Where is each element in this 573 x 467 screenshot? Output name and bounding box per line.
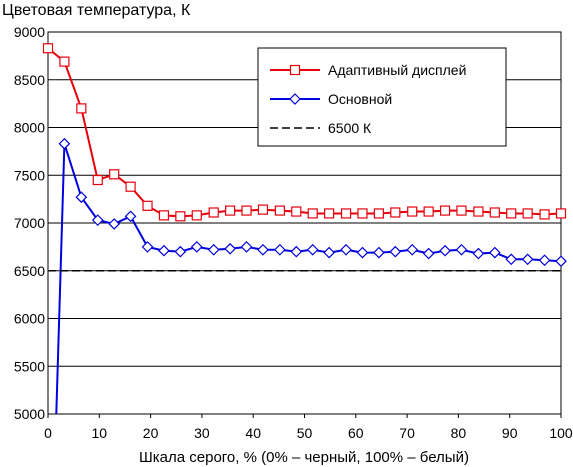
- data-point: [521, 253, 534, 266]
- data-point: [407, 206, 418, 217]
- data-point: [390, 207, 401, 218]
- data-point: [241, 205, 252, 216]
- data-point: [191, 210, 202, 221]
- data-point: [373, 208, 384, 219]
- data-point: [505, 253, 518, 266]
- axes: 5000 5500 6000 6500 7000 7500 8000 8500 9000 0 10 2…: [14, 24, 573, 441]
- data-point: [357, 208, 368, 219]
- data-point: [555, 208, 567, 219]
- data-point: [538, 254, 551, 267]
- data-point: [225, 205, 236, 216]
- data-point: [108, 218, 121, 230]
- data-point: [92, 174, 103, 186]
- data-point: [473, 206, 484, 217]
- data-point: [439, 244, 451, 257]
- data-point: [323, 246, 335, 259]
- data-point: [506, 208, 517, 219]
- data-point: [373, 246, 385, 259]
- data-point: [175, 211, 186, 222]
- data-point: [75, 191, 88, 204]
- data-point: [142, 200, 153, 211]
- data-point: [208, 207, 219, 218]
- y-tick-label: 8000: [14, 120, 45, 136]
- data-point: [158, 210, 170, 221]
- x-tick-label: 10: [92, 425, 108, 441]
- data-point: [455, 243, 468, 256]
- data-point: [423, 206, 434, 217]
- data-point: [439, 205, 451, 216]
- x-axis-label: Шкала серого, % (0% – черный, 100% – бел…: [139, 449, 469, 466]
- data-point: [141, 241, 154, 253]
- x-tick-label: 60: [348, 425, 364, 441]
- data-point: [356, 246, 369, 259]
- data-point: [324, 208, 335, 219]
- data-point: [190, 241, 203, 253]
- data-point: [257, 204, 269, 215]
- y-tick-label: 8500: [14, 72, 45, 88]
- data-point: [207, 243, 220, 256]
- y-tick-label: 6500: [14, 263, 45, 279]
- data-point: [340, 243, 352, 256]
- data-point: [291, 206, 302, 217]
- data-point: [289, 93, 301, 105]
- data-point: [289, 64, 301, 76]
- data-point: [274, 205, 285, 216]
- data-point: [124, 210, 137, 223]
- data-point: [488, 246, 501, 259]
- x-tick-label: 100: [549, 425, 573, 441]
- data-point: [456, 205, 467, 216]
- legend: Адаптивный дисплей Основной 6500 К: [257, 47, 507, 147]
- y-tick-label: 9000: [14, 24, 45, 40]
- data-point: [555, 255, 567, 268]
- data-point: [76, 103, 87, 114]
- data-point: [306, 243, 319, 256]
- legend-label: Основной: [328, 91, 392, 107]
- data-point: [158, 244, 170, 257]
- data-point: [489, 207, 500, 218]
- y-tick-label: 6000: [14, 311, 45, 327]
- data-point: [58, 137, 71, 150]
- data-point: [274, 243, 286, 256]
- x-tick-label: 50: [297, 425, 313, 441]
- x-tick-label: 0: [44, 425, 52, 441]
- data-point: [472, 247, 485, 260]
- data-point: [125, 181, 136, 192]
- y-tick-label: 7000: [14, 215, 45, 231]
- data-point: [224, 242, 236, 255]
- data-point: [42, 43, 54, 54]
- legend-box: [257, 47, 507, 147]
- data-point: [290, 245, 303, 258]
- data-point: [240, 241, 253, 253]
- x-tick-label: 70: [399, 425, 415, 441]
- chart-title: Цветовая температура, К: [2, 2, 191, 19]
- data-point: [91, 214, 104, 226]
- legend-label: Адаптивный дисплей: [328, 62, 466, 78]
- x-tick-label: 90: [502, 425, 518, 441]
- data-point: [389, 245, 402, 258]
- y-tick-label: 5500: [14, 358, 45, 374]
- y-tick-label: 7500: [14, 167, 45, 183]
- data-point: [422, 247, 435, 260]
- data-point: [340, 208, 352, 219]
- data-point: [59, 56, 70, 67]
- data-point: [109, 169, 120, 180]
- data-point: [174, 245, 187, 258]
- data-point: [539, 209, 550, 220]
- data-point: [257, 243, 269, 256]
- y-tick-label: 5000: [14, 406, 45, 422]
- data-point: [522, 208, 533, 219]
- x-tick-label: 80: [451, 425, 467, 441]
- data-point: [406, 243, 419, 256]
- x-tick-label: 30: [194, 425, 210, 441]
- legend-label: 6500 К: [328, 120, 372, 136]
- x-tick-label: 20: [143, 425, 159, 441]
- data-point: [307, 208, 318, 219]
- series-layer: [42, 43, 567, 414]
- x-tick-label: 40: [245, 425, 261, 441]
